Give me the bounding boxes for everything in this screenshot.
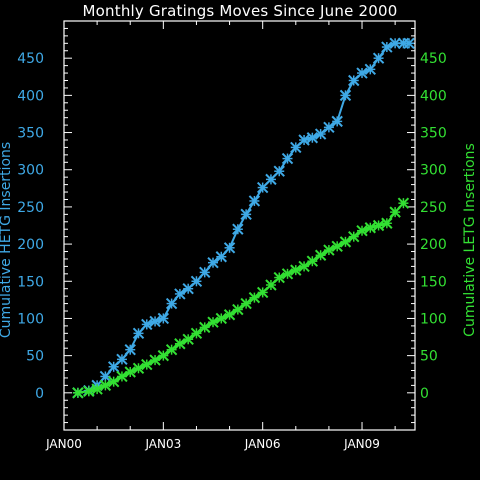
- letg-point: [381, 217, 393, 229]
- hetg-point: [240, 208, 252, 221]
- hetg-point: [190, 275, 203, 287]
- letg-point: [149, 354, 161, 366]
- y-tick-label-right: 50: [420, 349, 438, 365]
- hetg-point: [364, 63, 377, 76]
- y-tick-label-right: 100: [420, 311, 447, 327]
- letg-point: [223, 309, 236, 321]
- letg-point: [298, 260, 310, 273]
- y-tick-label-right: 250: [420, 200, 447, 216]
- y-tick-label-right: 150: [420, 274, 447, 290]
- hetg-point: [372, 52, 385, 64]
- y-tick-label-left: 250: [17, 200, 44, 216]
- letg-point: [372, 219, 385, 232]
- letg-point: [232, 303, 244, 316]
- hetg-point: [124, 343, 136, 356]
- y-tick-label-right: 0: [420, 386, 429, 402]
- letg-point: [199, 321, 211, 334]
- y-tick-label-right: 350: [420, 126, 447, 142]
- y-tick-label-left: 300: [17, 163, 44, 179]
- x-tick-label: JAN03: [144, 437, 181, 451]
- letg-point: [339, 236, 352, 248]
- y-tick-label-right: 400: [420, 88, 447, 104]
- hetg-point: [207, 256, 219, 269]
- letg-point: [240, 297, 252, 310]
- hetg-point: [199, 266, 211, 279]
- y-tick-label-right: 300: [420, 163, 447, 179]
- y-tick-label-left: 200: [17, 237, 44, 253]
- hetg-point: [132, 327, 145, 340]
- hetg-point: [314, 128, 327, 140]
- x-tick-label: JAN06: [244, 437, 281, 451]
- y-tick-label-left: 400: [17, 88, 44, 104]
- hetg-point: [323, 121, 335, 134]
- letg-point: [314, 249, 327, 261]
- letg-point: [306, 255, 319, 267]
- x-tick-label: JAN00: [45, 437, 82, 451]
- hetg-point: [116, 353, 128, 366]
- hetg-point: [232, 223, 244, 235]
- y-tick-label-right: 450: [420, 51, 447, 67]
- hetg-point: [174, 288, 186, 300]
- hetg-point: [339, 89, 352, 102]
- hetg-point: [165, 297, 178, 310]
- letg-point: [107, 375, 120, 388]
- hetg-point: [149, 315, 161, 328]
- y-tick-label-left: 350: [17, 126, 44, 142]
- letg-point: [389, 206, 401, 218]
- letg-point: [397, 197, 410, 209]
- letg-point: [348, 230, 360, 243]
- letg-point: [364, 222, 377, 234]
- y-tick-label-left: 100: [17, 311, 44, 327]
- y-tick-label-left: 0: [35, 386, 44, 402]
- hetg-point: [157, 312, 170, 325]
- hetg-point: [298, 134, 310, 146]
- hetg-point: [223, 242, 236, 254]
- letg-point: [83, 385, 95, 398]
- letg-point: [165, 343, 178, 356]
- hetg-point: [281, 152, 294, 165]
- hetg-point: [273, 165, 285, 177]
- letg-point: [182, 333, 194, 345]
- y-tick-label-left: 150: [17, 274, 44, 290]
- y-tick-label-left: 50: [26, 349, 44, 365]
- hetg-point: [403, 37, 415, 50]
- hetg-point: [348, 74, 360, 87]
- letg-point: [190, 327, 203, 340]
- letg-point: [248, 291, 261, 304]
- plot-frame: [63, 20, 416, 431]
- x-tick-label: JAN09: [343, 437, 380, 451]
- chart-title: Monthly Gratings Moves Since June 2000: [82, 2, 398, 20]
- letg-point: [72, 387, 84, 399]
- letg-point: [157, 349, 170, 362]
- hetg-point: [99, 370, 112, 383]
- hetg-point: [248, 195, 261, 207]
- y-tick-label-left: 450: [17, 51, 44, 67]
- letg-point: [281, 268, 294, 280]
- y-tick-label-right: 200: [420, 237, 447, 253]
- hetg-point: [215, 251, 227, 263]
- hetg-point: [331, 115, 343, 128]
- hetg-point: [107, 361, 120, 373]
